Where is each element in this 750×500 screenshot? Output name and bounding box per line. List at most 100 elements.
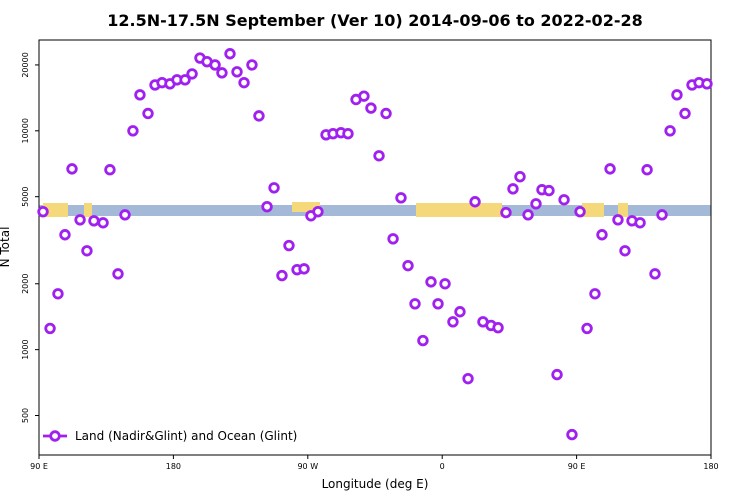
data-point (402, 259, 414, 272)
data-point (701, 78, 713, 90)
data-point (44, 322, 56, 335)
data-point (283, 239, 295, 252)
data-point (462, 372, 474, 385)
data-point (112, 268, 124, 280)
y-tick-label: 10000 (21, 118, 30, 143)
data-point (134, 89, 146, 101)
data-point (558, 194, 570, 206)
data-point (209, 59, 221, 71)
data-point (425, 276, 437, 288)
land-patch (43, 203, 68, 217)
data-point (589, 288, 601, 300)
y-tick-label: 2000 (21, 274, 30, 294)
data-point (581, 322, 593, 335)
y-tick-label: 1000 (21, 339, 30, 359)
data-point (619, 245, 631, 257)
x-axis-label: Longitude (deg E) (322, 477, 429, 491)
data-point (447, 316, 459, 328)
x-tick-label: 0 (440, 462, 445, 471)
data-point (37, 205, 49, 218)
land-patch (582, 203, 604, 217)
data-point (612, 214, 624, 226)
data-point (358, 90, 370, 102)
data-point (127, 125, 139, 137)
data-point (238, 76, 250, 89)
data-point (261, 200, 273, 213)
data-point (514, 170, 526, 183)
data-point (246, 59, 258, 71)
data-point (656, 209, 668, 221)
data-point (380, 107, 392, 120)
x-tick-label: 180 (166, 462, 181, 471)
x-tick-label: 90 E (30, 462, 48, 471)
plot-frame (38, 39, 712, 456)
data-point (387, 233, 399, 245)
data-point (276, 269, 288, 282)
data-point (439, 278, 451, 290)
y-tick-label: 20000 (21, 52, 30, 77)
legend-marker (49, 430, 61, 442)
data-point (365, 102, 377, 114)
data-point (530, 198, 542, 210)
data-point (596, 229, 608, 241)
x-tick-label: 90 E (568, 462, 586, 471)
data-point (507, 183, 519, 195)
data-point (432, 298, 444, 310)
data-point (312, 205, 324, 218)
data-point (231, 66, 243, 78)
data-point (522, 209, 534, 221)
x-tick-label: 90 W (297, 462, 318, 471)
land-patch (416, 203, 502, 217)
land-patch (292, 202, 320, 212)
data-point (142, 107, 154, 120)
data-point (186, 68, 198, 80)
data-point (224, 48, 236, 60)
data-point (253, 110, 265, 122)
data-point (671, 89, 683, 101)
data-point (469, 196, 481, 208)
data-point (664, 125, 676, 137)
data-point (119, 209, 131, 221)
data-point (179, 74, 191, 86)
data-point (417, 334, 429, 347)
x-tick-label: 180 (703, 462, 718, 471)
data-point (500, 206, 512, 219)
data-point (298, 263, 310, 275)
y-axis-label: N Total (0, 227, 12, 268)
data-point (574, 205, 586, 218)
data-point (551, 368, 563, 381)
data-point (604, 163, 616, 175)
legend-label: Land (Nadir&Glint) and Ocean (Glint) (75, 429, 297, 443)
data-point (52, 288, 64, 300)
data-point (454, 306, 466, 318)
data-point (566, 428, 578, 441)
data-point (268, 182, 280, 194)
data-point (634, 217, 646, 229)
land-patch (84, 203, 92, 217)
data-point (492, 321, 504, 334)
data-point (88, 215, 100, 227)
data-point (74, 214, 86, 226)
y-tick-label: 500 (21, 408, 30, 423)
chart-title: 12.5N-17.5N September (Ver 10) 2014-09-0… (107, 11, 642, 30)
data-point (342, 128, 354, 140)
data-point (97, 217, 109, 229)
data-point (373, 150, 385, 162)
data-point (679, 107, 691, 120)
data-point (641, 164, 653, 176)
data-point (649, 268, 661, 280)
data-point (543, 184, 555, 197)
data-point (81, 245, 93, 257)
land-ocean-strip (39, 202, 711, 217)
data-point (104, 164, 116, 176)
data-point (216, 67, 228, 79)
ocean-band (39, 205, 711, 216)
data-point (395, 192, 407, 204)
land-patch (618, 203, 628, 217)
data-point (409, 298, 421, 310)
data-point (66, 163, 78, 175)
y-tick-label: 5000 (21, 187, 30, 207)
data-point (59, 229, 71, 241)
